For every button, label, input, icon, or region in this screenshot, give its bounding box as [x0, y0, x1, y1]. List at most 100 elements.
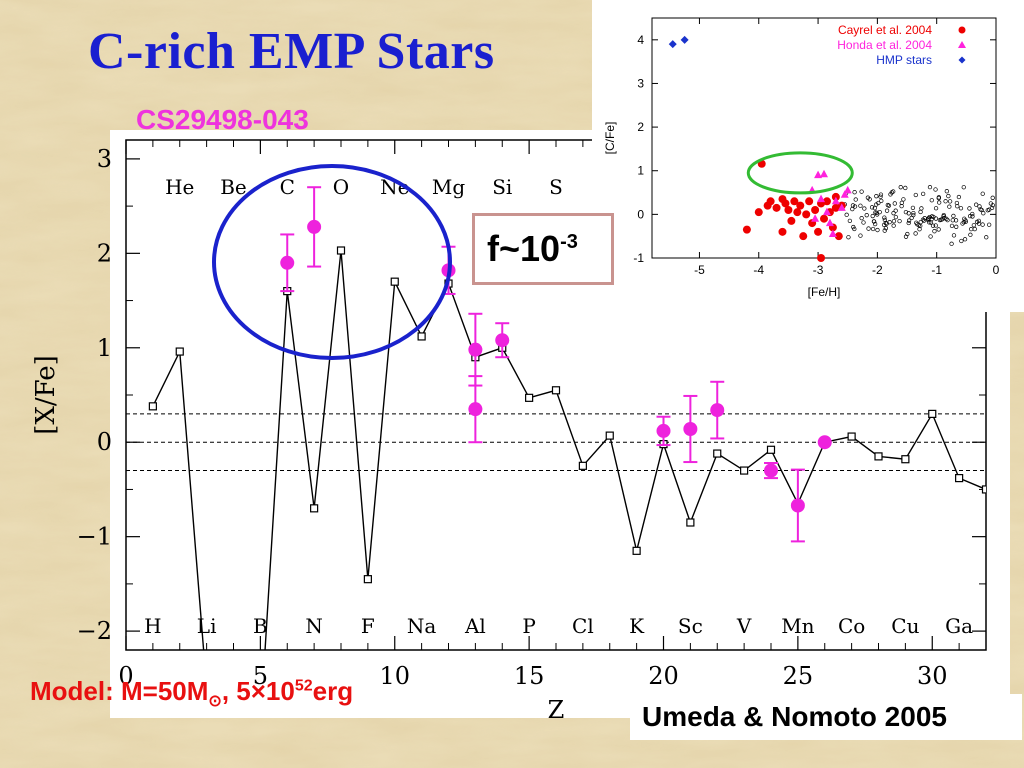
element-label-p: P [522, 614, 535, 638]
field-star [956, 194, 962, 200]
field-star [967, 214, 973, 219]
inset-series-1 [808, 169, 852, 237]
field-star [864, 213, 869, 218]
field-star [878, 192, 884, 197]
field-star [913, 192, 918, 198]
field-star [844, 212, 849, 217]
cayrel-point [817, 254, 826, 262]
field-star [913, 231, 918, 236]
element-label-c: C [280, 175, 295, 199]
field-star [893, 214, 899, 220]
field-star [981, 211, 986, 216]
field-star [920, 191, 926, 197]
model-point [955, 474, 964, 483]
honda-point [831, 196, 840, 205]
model-point [847, 432, 856, 441]
y-tick-label: 3 [97, 145, 112, 173]
element-label-he: He [165, 175, 194, 199]
inset-x-tick-label: -3 [813, 263, 824, 277]
field-star [891, 211, 896, 216]
field-star [937, 217, 943, 223]
x-axis-label: Z [548, 696, 565, 718]
inset-x-tick-label: -1 [931, 263, 942, 277]
field-star [870, 226, 876, 232]
field-star [968, 232, 973, 237]
inset-y-tick-label: 1 [637, 164, 644, 178]
field-star [955, 204, 960, 209]
x-tick-label: 15 [514, 662, 545, 690]
cayrel-point [805, 197, 814, 206]
y-axis-label: [X/Fe] [31, 355, 61, 435]
field-star [851, 224, 856, 230]
element-label-k: K [629, 614, 645, 638]
element-label-h: H [144, 614, 161, 638]
field-star [971, 223, 976, 228]
x-tick-label: 30 [917, 662, 948, 690]
model-point [713, 449, 722, 458]
hmp-point [680, 35, 689, 44]
observed-point [468, 342, 483, 357]
cayrel-point [772, 203, 781, 212]
field-star [929, 214, 935, 219]
element-label-si: Si [492, 175, 512, 199]
inset-y-axis-label: [C/Fe] [603, 122, 617, 155]
field-star [933, 216, 939, 221]
field-star [928, 234, 933, 239]
x-tick-label: 5 [253, 662, 268, 690]
field-star [980, 222, 985, 227]
field-star [859, 189, 864, 194]
highlight-circle [212, 164, 452, 360]
field-star [930, 223, 936, 228]
inset-x-axis-label: [Fe/H] [808, 285, 841, 299]
field-star [911, 212, 916, 218]
field-star [944, 216, 949, 221]
field-star [943, 199, 948, 204]
field-star [874, 194, 879, 199]
star-name: CS29498-043 [136, 104, 309, 135]
element-label-v: V [736, 614, 752, 638]
cayrel-point [778, 227, 787, 236]
cayrel-point [790, 197, 799, 206]
observed-point [710, 403, 725, 418]
field-star [876, 200, 881, 206]
cayrel-point [834, 232, 843, 241]
field-star [954, 224, 959, 229]
model-point [981, 485, 986, 494]
inset-y-tick-label: 0 [637, 207, 644, 221]
element-label-be: Be [220, 175, 247, 199]
honda-point [840, 190, 849, 198]
field-star [886, 203, 892, 208]
slide-title: C-rich EMP Stars [88, 23, 495, 80]
field-star [870, 213, 875, 219]
field-star [910, 205, 916, 210]
inset-panel [592, 0, 1024, 312]
y-tick-label: 1 [97, 334, 112, 362]
field-star [936, 196, 941, 201]
honda-point [843, 185, 852, 194]
inset-legend-label: HMP stars [876, 53, 932, 67]
field-star [976, 218, 982, 224]
field-star [973, 202, 979, 207]
field-star [883, 226, 889, 231]
field-star [942, 215, 947, 221]
observed-point [307, 219, 322, 234]
field-star [914, 220, 919, 225]
credit-box: Umeda & Nomoto 2005 [630, 694, 1022, 740]
field-star [901, 197, 906, 202]
honda-point [825, 218, 834, 227]
field-star [961, 220, 967, 225]
observed-point [790, 498, 805, 513]
element-label-s: S [549, 175, 563, 199]
honda-point [811, 214, 820, 222]
field-star [946, 193, 951, 199]
field-star [977, 204, 982, 209]
field-star [897, 218, 902, 224]
honda-point [817, 194, 826, 203]
cayrel-point [781, 199, 790, 208]
hmp-point [668, 40, 677, 49]
field-star [953, 218, 959, 223]
field-star [887, 220, 892, 225]
field-star [918, 209, 923, 215]
field-star [911, 210, 916, 216]
cayrel-point [796, 201, 805, 210]
